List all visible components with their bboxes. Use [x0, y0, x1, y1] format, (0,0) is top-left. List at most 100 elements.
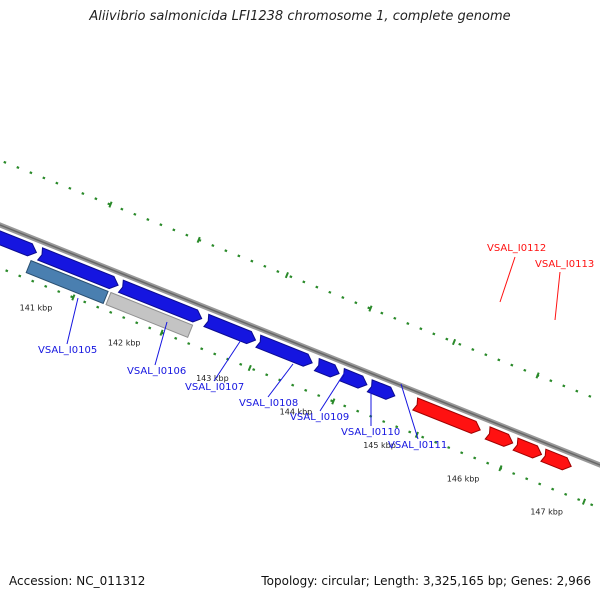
outer-tick-dot — [354, 301, 358, 305]
inner-major-tick — [71, 294, 76, 301]
inner-tick-dot — [109, 310, 113, 314]
outer-tick-dot — [16, 166, 20, 170]
tick-label: 146 kbp — [447, 474, 480, 483]
outer-major-tick — [108, 201, 113, 208]
gene-arrow[interactable] — [366, 379, 396, 400]
gene-label[interactable]: VSAL_I0106 — [127, 366, 186, 377]
gene-arrow[interactable] — [0, 226, 38, 257]
inner-tick-dot — [356, 409, 360, 413]
gene-label[interactable]: VSAL_I0112 — [487, 243, 546, 254]
gene-leader-line — [319, 371, 346, 412]
tick-label: 144 kbp — [280, 407, 313, 416]
gene-arrow[interactable] — [117, 279, 203, 323]
inner-major-tick — [247, 364, 252, 372]
outer-tick-dot — [549, 379, 553, 383]
outer-tick-dot — [445, 337, 449, 341]
outer-tick-dot — [471, 348, 475, 351]
inner-tick-dot — [265, 373, 269, 377]
outer-tick-dot — [419, 327, 423, 331]
outer-tick-dot — [458, 342, 462, 346]
inner-tick-dot — [538, 482, 542, 486]
inner-tick-dot — [187, 342, 191, 346]
inner-tick-dot — [408, 430, 412, 434]
gene-arrow[interactable] — [411, 397, 481, 434]
outer-tick-dot — [575, 389, 579, 393]
gene-label[interactable]: VSAL_I0109 — [290, 412, 349, 423]
inner-tick-dot — [18, 274, 22, 278]
highlight-feature[interactable] — [25, 259, 109, 305]
inner-major-tick — [581, 498, 587, 505]
inner-tick-dot — [551, 487, 555, 491]
outer-major-tick — [196, 236, 201, 244]
gene-arrow[interactable] — [313, 357, 340, 378]
gene-arrow[interactable] — [255, 334, 313, 367]
outer-tick-dot — [211, 244, 215, 248]
outer-tick-dot — [185, 233, 189, 237]
gene-arrow[interactable] — [338, 367, 368, 389]
gene-arrow[interactable] — [36, 247, 119, 290]
outer-tick-dot — [432, 332, 436, 336]
outer-tick-dot — [237, 254, 241, 258]
inner-tick-dot — [31, 279, 35, 283]
tick-label: 143 kbp — [196, 374, 229, 383]
inner-tick-dot — [473, 456, 477, 460]
gene-arrow[interactable] — [512, 437, 543, 459]
inner-tick-dot — [57, 290, 61, 294]
outer-tick-dot — [393, 316, 397, 320]
inner-major-tick — [331, 398, 336, 405]
inner-tick-dot — [174, 336, 178, 340]
inner-tick-dot — [291, 383, 295, 387]
tick-label: 145 kbp — [363, 441, 396, 450]
outer-tick-dot — [588, 394, 592, 398]
outer-tick-dot — [3, 160, 7, 164]
map-title: Aliivibrio salmonicida LFI1238 chromosom… — [89, 9, 511, 24]
gene-leader-line — [267, 363, 294, 398]
inner-tick-dot — [122, 316, 126, 320]
gene-label[interactable]: VSAL_I0107 — [185, 382, 244, 393]
inner-tick-dot — [96, 305, 100, 309]
gene-label[interactable]: VSAL_I0111 — [388, 440, 447, 451]
outer-tick-dot — [224, 249, 228, 253]
tick-label: 141 kbp — [20, 303, 53, 312]
inner-tick-dot — [395, 425, 399, 429]
gene-label[interactable]: VSAL_I0113 — [535, 259, 594, 270]
gene-leader-line — [400, 383, 419, 440]
outer-tick-dot — [55, 181, 59, 185]
gene-label[interactable]: VSAL_I0108 — [239, 398, 298, 409]
gene-leader-line — [554, 271, 561, 321]
tick-label: 147 kbp — [530, 508, 563, 517]
outer-tick-dot — [510, 363, 514, 367]
gene-arrow[interactable] — [484, 426, 514, 447]
tick-label: 142 kbp — [108, 339, 141, 348]
outer-tick-dot — [341, 296, 345, 299]
gene-leader-line — [213, 339, 242, 382]
accession-text: Accession: NC_011312 — [9, 574, 146, 588]
outer-major-tick — [535, 372, 540, 379]
outer-tick-dot — [328, 290, 332, 294]
inner-tick-dot — [447, 446, 451, 450]
inner-tick-dot — [577, 498, 581, 502]
highlight-feature[interactable] — [105, 291, 194, 338]
inner-tick-dot — [239, 362, 243, 366]
gene-arrow[interactable] — [203, 313, 257, 345]
outer-tick-dot — [497, 358, 501, 362]
gene-arrow[interactable] — [540, 448, 572, 471]
inner-tick-dot — [343, 404, 347, 408]
outer-tick-dot — [42, 176, 46, 180]
backbone-core-line — [0, 224, 600, 466]
gene-label[interactable]: VSAL_I0105 — [38, 345, 97, 356]
inner-tick-dot — [434, 440, 438, 444]
gene-label[interactable]: VSAL_I0110 — [341, 427, 400, 438]
inner-tick-dot — [83, 300, 87, 304]
outer-tick-dot — [120, 207, 124, 211]
inner-tick-dot — [304, 388, 308, 392]
inner-tick-dot — [512, 472, 516, 476]
outer-tick-dot — [302, 280, 306, 284]
outer-tick-dot — [29, 171, 33, 175]
outer-tick-dot — [68, 186, 72, 190]
summary-text: Topology: circular; Length: 3,325,165 bp… — [261, 574, 591, 588]
outer-tick-dot — [172, 228, 176, 232]
inner-major-tick — [498, 465, 503, 472]
inner-tick-dot — [213, 352, 217, 356]
